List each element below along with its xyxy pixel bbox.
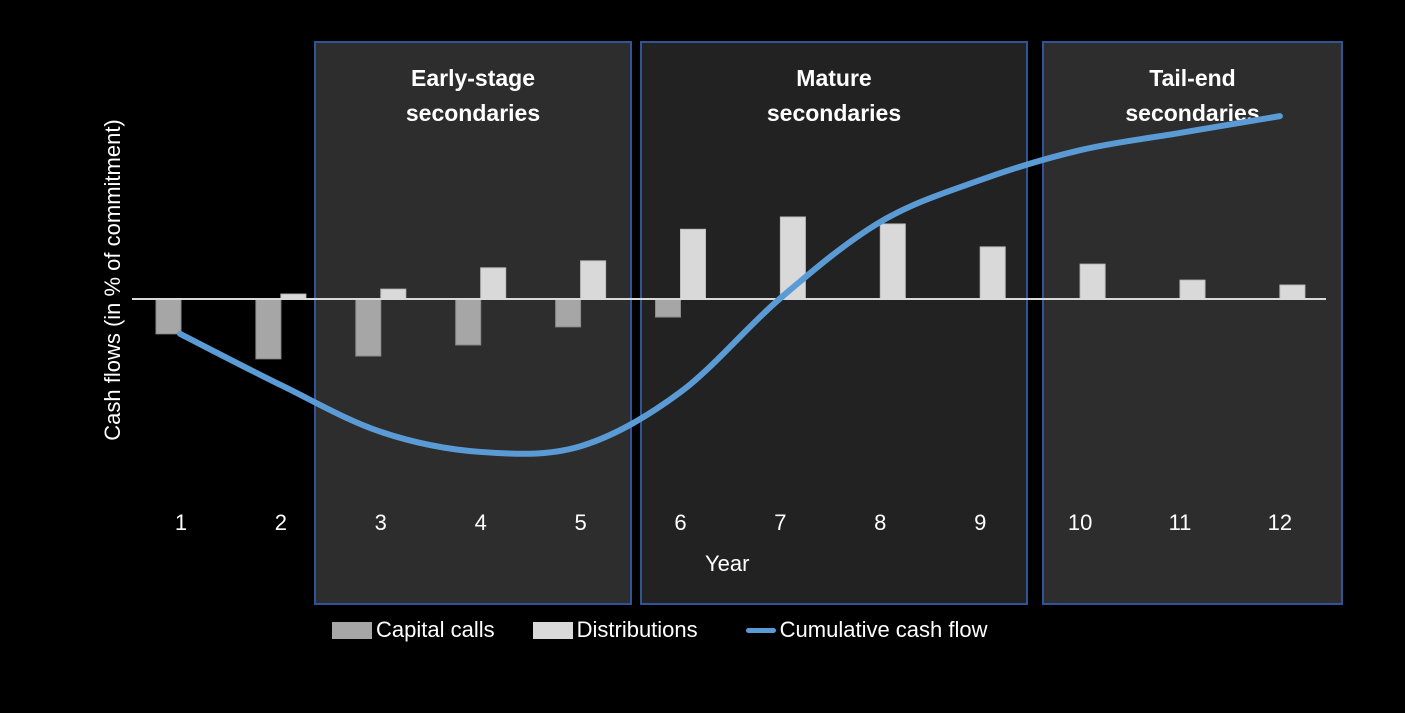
- capital-call-bar: [255, 298, 282, 360]
- x-tick-label: 3: [374, 510, 387, 535]
- phase-title-line1: Mature: [796, 65, 872, 91]
- cumulative-line-swatch-icon: [745, 627, 776, 633]
- x-tick-label: 6: [674, 510, 687, 535]
- x-tick-label: 8: [874, 510, 887, 535]
- cumulative-cash-flow-line: [177, 113, 1283, 457]
- x-tick-label: 10: [1067, 510, 1093, 535]
- y-axis-label: Cash flows (in % of commitment): [100, 119, 125, 441]
- legend-label: Distributions: [576, 617, 698, 642]
- x-tick-label: 1: [174, 510, 188, 535]
- distribution-bar: [1279, 284, 1306, 300]
- distribution-bar: [480, 267, 507, 300]
- distribution-bar: [879, 223, 906, 300]
- x-axis-label: Year: [705, 551, 750, 576]
- legend-label: Capital calls: [376, 617, 495, 642]
- capital-call-bar: [655, 298, 681, 318]
- distribution-bar: [680, 228, 706, 300]
- phase-box-tail-end: Tail-end secondaries: [1042, 41, 1343, 605]
- capital-calls-swatch-icon: [332, 621, 372, 639]
- x-tick-label: 4: [474, 510, 487, 535]
- phase-title-line2: secondaries: [766, 100, 902, 126]
- distribution-bar: [1079, 263, 1106, 300]
- phase-title-early-stage: Early-stage secondaries: [316, 61, 630, 131]
- distribution-bar: [1179, 279, 1206, 300]
- legend-item-capital-calls[interactable]: Capital calls: [332, 617, 495, 643]
- x-tick-label: 12: [1267, 510, 1293, 535]
- legend: Capital calls Distributions Cumulative c…: [332, 617, 1026, 643]
- phase-title-line1: Tail-end: [1149, 65, 1236, 91]
- phase-box-mature: Mature secondaries: [640, 41, 1028, 605]
- legend-label: Cumulative cash flow: [779, 617, 988, 642]
- capital-call-bar: [455, 298, 482, 346]
- legend-item-cumulative-cash-flow[interactable]: Cumulative cash flow: [736, 617, 988, 643]
- distribution-bar: [979, 246, 1006, 300]
- phase-title-mature: Mature secondaries: [642, 61, 1026, 131]
- x-tick-label: 7: [774, 510, 787, 535]
- distributions-swatch-icon: [532, 621, 573, 639]
- x-tick-label: 11: [1168, 510, 1192, 535]
- x-tick-label: 5: [574, 510, 587, 535]
- capital-call-bar: [155, 298, 182, 335]
- capital-call-bar: [555, 298, 582, 328]
- bar-series: [155, 216, 1306, 360]
- distribution-bar: [380, 288, 407, 300]
- x-tick-label: 2: [274, 510, 288, 535]
- phase-title-line1: Early-stage: [410, 65, 535, 91]
- distribution-bar: [580, 260, 607, 300]
- capital-call-bar: [355, 298, 382, 357]
- x-tick-label: 9: [974, 510, 987, 535]
- phase-title-line2: secondaries: [405, 100, 541, 126]
- legend-item-distributions[interactable]: Distributions: [532, 617, 698, 643]
